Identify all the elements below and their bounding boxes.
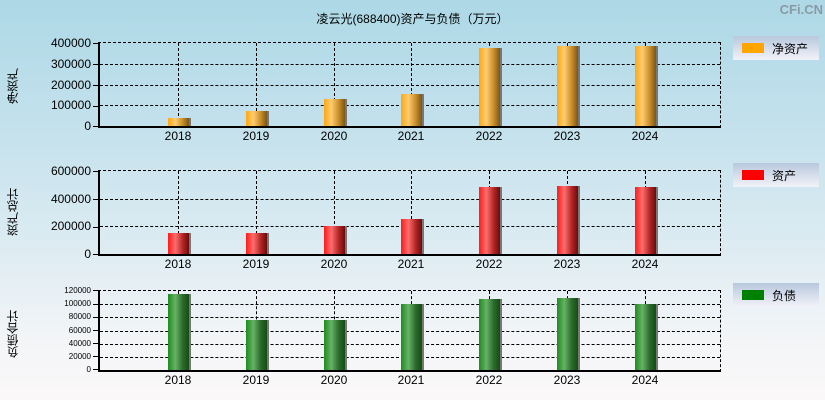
bar-2024[interactable] (635, 303, 656, 370)
legend-liabilities: 负债 (733, 283, 819, 307)
gridline-vertical (411, 43, 412, 126)
x-tick-label: 2022 (475, 373, 503, 387)
x-tick-label: 2023 (553, 257, 581, 271)
x-tick-label: 2021 (397, 129, 425, 143)
gridline-vertical (411, 171, 412, 254)
plot-area: 400000 300000 200000 100000 0 2018 2019 2020 202… (51, 36, 721, 143)
plot-area: 120000 100000 80000 60000 40000 20000 0 2018 201… (64, 286, 721, 387)
legend-assets: 资产 (733, 163, 819, 187)
chart-title: 凌云光(688400)资产与负债（万元） (316, 12, 509, 26)
x-tick-label: 2018 (164, 129, 192, 143)
bar-2020[interactable] (324, 319, 345, 370)
y-tick-label: 0 (84, 119, 98, 133)
x-tick-label: 2022 (475, 129, 503, 143)
x-tick-label: 2019 (242, 373, 270, 387)
bar-2019[interactable] (246, 110, 267, 126)
x-tick-label: 2018 (164, 257, 192, 271)
x-tick-label: 2021 (397, 373, 425, 387)
gridline-vertical (334, 171, 335, 254)
y-tick-label: 200000 (51, 78, 98, 92)
x-tick-label: 2020 (320, 257, 348, 271)
y-tick-label: 20000 (69, 352, 98, 361)
legend-net-assets: 净资产 (733, 36, 819, 60)
x-tick-label: 2023 (553, 129, 581, 143)
x-tick-label: 2024 (631, 257, 659, 271)
x-tick-label: 2018 (164, 373, 192, 387)
bar-2019[interactable] (246, 233, 267, 254)
bar-2024[interactable] (635, 186, 656, 254)
gridline-horizontal (100, 63, 720, 65)
y-tick-label: 100000 (64, 299, 98, 308)
panel-net-assets: 净资产 400000 300000 200000 100000 0 2018 2019 202… (0, 0, 825, 150)
gridline-vertical (334, 43, 335, 126)
bar-2018[interactable] (168, 118, 189, 126)
bar-2020[interactable] (324, 225, 345, 254)
y-tick-label: 100000 (51, 98, 98, 112)
bar-2023[interactable] (557, 185, 578, 254)
bar-2022[interactable] (479, 48, 500, 126)
legend-swatch (742, 290, 764, 300)
gridline-vertical (256, 43, 257, 126)
gridline-horizontal (100, 84, 720, 86)
legend-swatch (742, 170, 764, 180)
bar-2020[interactable] (324, 99, 345, 126)
bar-2024[interactable] (635, 46, 656, 126)
gridline-vertical (256, 171, 257, 254)
y-tick-label: 400000 (51, 36, 98, 50)
x-tick-label: 2020 (320, 129, 348, 143)
x-tick-label: 2024 (631, 373, 659, 387)
y-tick-label: 60000 (69, 326, 98, 335)
bar-2021[interactable] (401, 303, 422, 370)
bar-2018[interactable] (168, 232, 189, 254)
y-tick-label: 40000 (69, 339, 98, 348)
y-tick-label: 400000 (51, 192, 98, 206)
y-tick-label: 600000 (51, 164, 98, 178)
plot-area: 600000 400000 200000 0 2018 2019 2020 2021 2022 2… (51, 164, 721, 271)
panel-total-assets: 资产总计 600000 400000 200000 0 2018 2019 2020 2021… (0, 0, 825, 280)
bar-2018[interactable] (168, 293, 189, 370)
legend-swatch (742, 43, 764, 53)
bar-2019[interactable] (246, 319, 267, 370)
y-tick-label: 80000 (69, 312, 98, 321)
x-tick-label: 2022 (475, 257, 503, 271)
x-tick-label: 2019 (242, 129, 270, 143)
y-tick-label: 0 (84, 247, 98, 261)
bar-2023[interactable] (557, 297, 578, 370)
y-tick-label: 120000 (64, 286, 98, 295)
bar-2022[interactable] (479, 186, 500, 254)
bar-2021[interactable] (401, 94, 422, 126)
x-tick-label: 2020 (320, 373, 348, 387)
legend-label: 净资产 (772, 41, 809, 56)
bar-2021[interactable] (401, 219, 422, 254)
y-axis-label: 负债合计 (6, 310, 20, 358)
x-tick-label: 2019 (242, 257, 270, 271)
y-tick-label: 0 (87, 365, 98, 374)
y-tick-label: 300000 (51, 57, 98, 71)
y-tick-label: 200000 (51, 219, 98, 233)
gridline-vertical (178, 43, 179, 126)
x-tick-label: 2023 (553, 373, 581, 387)
x-tick-label: 2024 (631, 129, 659, 143)
legend-label: 资产 (772, 168, 797, 183)
brand-logo: CFi.CN (779, 2, 823, 17)
x-tick-label: 2021 (397, 257, 425, 271)
bar-2023[interactable] (557, 46, 578, 126)
bar-2022[interactable] (479, 298, 500, 370)
legend-label: 负债 (772, 288, 797, 303)
gridline-horizontal (100, 198, 720, 200)
gridline-vertical (178, 171, 179, 254)
